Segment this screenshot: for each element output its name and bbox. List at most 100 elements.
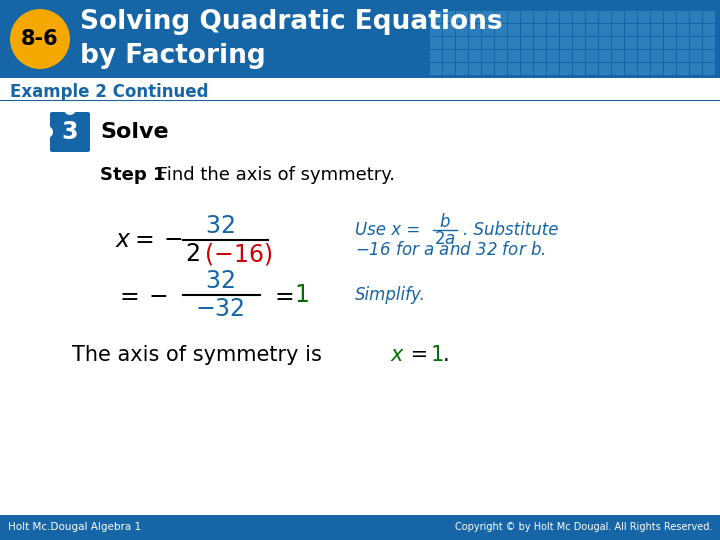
Bar <box>547 11 559 23</box>
Bar <box>534 50 546 62</box>
Bar <box>443 37 455 49</box>
Bar <box>560 50 572 62</box>
Bar <box>703 24 715 36</box>
Bar <box>573 11 585 23</box>
Bar <box>469 37 481 49</box>
Text: Find the axis of symmetry.: Find the axis of symmetry. <box>152 166 395 184</box>
Text: $32$: $32$ <box>205 214 235 238</box>
Text: 3: 3 <box>62 120 78 144</box>
Bar <box>599 11 611 23</box>
Text: The axis of symmetry is: The axis of symmetry is <box>72 345 328 365</box>
Bar <box>586 37 598 49</box>
Bar <box>508 11 520 23</box>
Bar <box>456 24 468 36</box>
Bar <box>482 63 494 75</box>
Bar <box>521 50 533 62</box>
Text: =: = <box>404 345 435 365</box>
Bar <box>482 24 494 36</box>
Bar <box>547 63 559 75</box>
Text: Solving Quadratic Equations: Solving Quadratic Equations <box>80 9 503 35</box>
Circle shape <box>64 103 76 115</box>
Bar <box>612 24 624 36</box>
Bar <box>469 63 481 75</box>
Bar <box>599 37 611 49</box>
Bar <box>534 63 546 75</box>
Bar <box>612 50 624 62</box>
Bar <box>508 63 520 75</box>
Circle shape <box>41 126 53 138</box>
Bar <box>625 63 637 75</box>
Text: Copyright © by Holt Mc Dougal. All Rights Reserved.: Copyright © by Holt Mc Dougal. All Right… <box>454 523 712 532</box>
Bar <box>495 11 507 23</box>
Bar <box>560 24 572 36</box>
Bar <box>456 63 468 75</box>
Text: $32$: $32$ <box>205 269 235 293</box>
Bar <box>625 50 637 62</box>
Bar <box>664 11 676 23</box>
Bar <box>664 50 676 62</box>
Bar <box>690 50 702 62</box>
Bar <box>599 24 611 36</box>
Bar <box>612 11 624 23</box>
Bar <box>560 37 572 49</box>
Bar <box>495 24 507 36</box>
Bar <box>651 63 663 75</box>
Bar <box>534 37 546 49</box>
Bar <box>586 50 598 62</box>
Bar <box>508 50 520 62</box>
Text: Use x =: Use x = <box>355 221 426 239</box>
Bar <box>521 37 533 49</box>
Text: Solve: Solve <box>100 122 168 142</box>
Bar <box>573 50 585 62</box>
Bar <box>586 11 598 23</box>
Bar <box>521 11 533 23</box>
Bar <box>0 515 720 540</box>
Bar <box>625 11 637 23</box>
Bar <box>690 37 702 49</box>
Bar <box>443 11 455 23</box>
Bar <box>651 37 663 49</box>
Bar <box>521 63 533 75</box>
Text: Step 1: Step 1 <box>100 166 166 184</box>
Text: $-$16 for a and 32 for b.: $-$16 for a and 32 for b. <box>355 241 546 259</box>
Bar <box>469 11 481 23</box>
Text: Example 2 Continued: Example 2 Continued <box>10 83 209 101</box>
Bar <box>573 37 585 49</box>
Bar <box>430 24 442 36</box>
Text: $1$: $1$ <box>430 345 444 365</box>
Text: 8-6: 8-6 <box>21 29 59 49</box>
Bar <box>638 37 650 49</box>
Bar <box>482 50 494 62</box>
Bar <box>638 24 650 36</box>
Bar <box>690 11 702 23</box>
Bar <box>690 63 702 75</box>
Bar <box>586 24 598 36</box>
Text: $2$: $2$ <box>185 242 199 266</box>
Bar <box>638 50 650 62</box>
Text: .: . <box>443 345 449 365</box>
Bar <box>664 24 676 36</box>
Bar <box>612 37 624 49</box>
Bar <box>495 37 507 49</box>
Bar <box>482 11 494 23</box>
Text: $-32$: $-32$ <box>195 297 245 321</box>
Text: $x = -$: $x = -$ <box>115 228 182 252</box>
Bar <box>469 24 481 36</box>
Bar <box>0 0 720 78</box>
Bar <box>443 24 455 36</box>
Bar <box>495 63 507 75</box>
Text: $2a$: $2a$ <box>434 230 456 248</box>
Bar <box>664 37 676 49</box>
Bar <box>612 63 624 75</box>
Bar <box>690 24 702 36</box>
Bar <box>482 37 494 49</box>
Bar <box>573 63 585 75</box>
Circle shape <box>10 9 70 69</box>
Bar <box>560 63 572 75</box>
Bar <box>703 11 715 23</box>
Bar <box>430 11 442 23</box>
Bar <box>534 24 546 36</box>
Bar <box>573 24 585 36</box>
Text: $b$: $b$ <box>439 213 451 231</box>
Bar <box>703 63 715 75</box>
